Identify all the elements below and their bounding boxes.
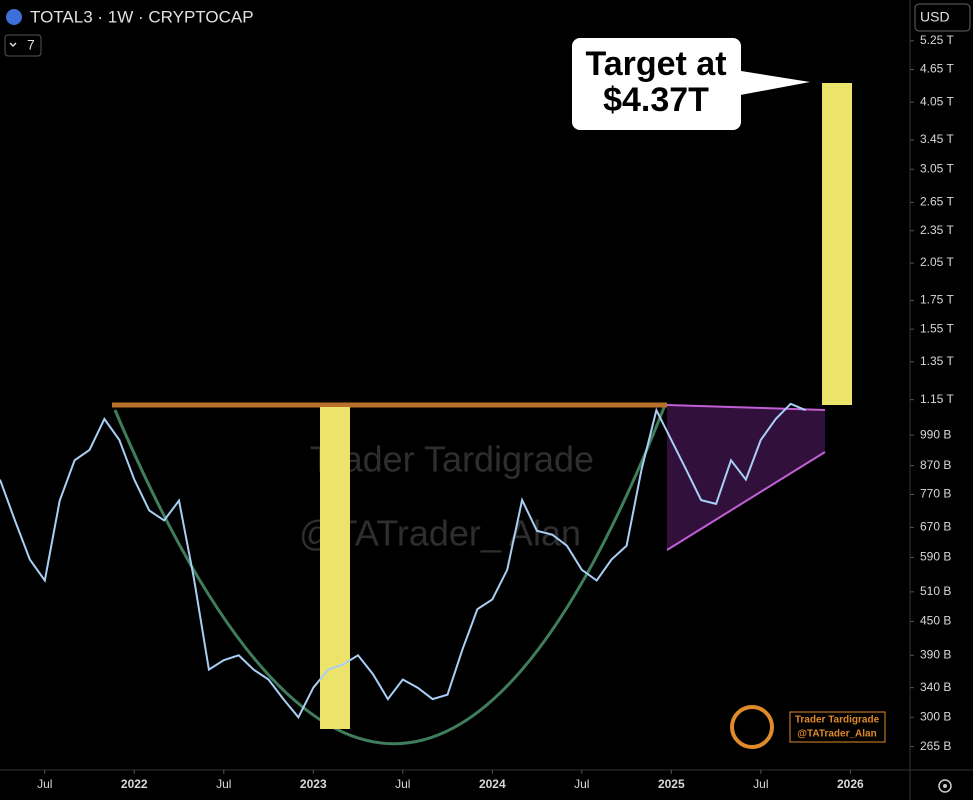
y-tick-label: 265 B (920, 739, 951, 753)
settings-icon-center (943, 784, 947, 788)
logo-text: Trader Tardigrade (795, 715, 880, 726)
price-line (0, 402, 806, 720)
x-tick-label: 2025 (658, 777, 685, 791)
y-tick-label: 2.65 T (920, 195, 954, 209)
y-tick-label: 2.05 T (920, 255, 954, 269)
indicator-toggle[interactable] (4, 34, 42, 57)
y-tick-label: 670 B (920, 520, 951, 534)
y-tick-label: 870 B (920, 458, 951, 472)
y-tick-label: 1.55 T (920, 321, 954, 335)
triangle-top (666, 404, 826, 411)
y-tick-label: 1.35 T (920, 354, 954, 368)
callout-text: $4.37T (603, 81, 709, 119)
watermark: Trader Tardigrade (310, 439, 594, 480)
measure-bar (320, 407, 350, 729)
y-tick-label: 340 B (920, 680, 951, 694)
y-tick-label: 1.75 T (920, 293, 954, 307)
x-tick-label: Jul (37, 777, 52, 791)
y-tick-label: 770 B (920, 487, 951, 501)
y-tick-label: 5.25 T (920, 33, 954, 47)
indicator-count: 7 (27, 37, 35, 53)
triangle-bottom (666, 451, 826, 551)
logo-text: @TATrader_Alan (797, 729, 876, 740)
x-tick-label: Jul (395, 777, 410, 791)
y-tick-label: 510 B (920, 584, 951, 598)
y-tick-label: 4.65 T (920, 62, 954, 76)
chevron (9, 42, 17, 48)
x-tick-label: Jul (574, 777, 589, 791)
symbol-icon (6, 9, 22, 25)
x-tick-label: Jul (753, 777, 768, 791)
y-tick-label: 3.05 T (920, 161, 954, 175)
y-tick-label: 990 B (920, 427, 951, 441)
callout-box (572, 38, 741, 130)
y-tick-label: 3.45 T (920, 132, 954, 146)
callout-pointer (735, 70, 810, 96)
x-tick-label: 2022 (121, 777, 148, 791)
x-tick-label: 2023 (300, 777, 327, 791)
callout-text: Target at (585, 45, 726, 83)
currency-label: USD (920, 9, 950, 25)
x-tick-label: 2024 (479, 777, 506, 791)
y-tick-label: 2.35 T (920, 223, 954, 237)
logo-icon (730, 705, 774, 749)
plot (0, 402, 806, 720)
y-tick-label: 4.05 T (920, 94, 954, 108)
currency-button[interactable] (914, 3, 971, 32)
y-tick-label: 590 B (920, 550, 951, 564)
y-tick-label: 1.15 T (920, 392, 954, 406)
settings-icon[interactable] (938, 779, 952, 793)
y-tick-label: 300 B (920, 709, 951, 723)
y-tick-label: 390 B (920, 647, 951, 661)
target-bar (822, 83, 852, 405)
y-tick-label: 450 B (920, 614, 951, 628)
x-tick-label: 2026 (837, 777, 864, 791)
x-tick-label: Jul (216, 777, 231, 791)
chart-title: TOTAL3 · 1W · CRYPTOCAP (30, 7, 254, 26)
logo-box (789, 711, 886, 743)
